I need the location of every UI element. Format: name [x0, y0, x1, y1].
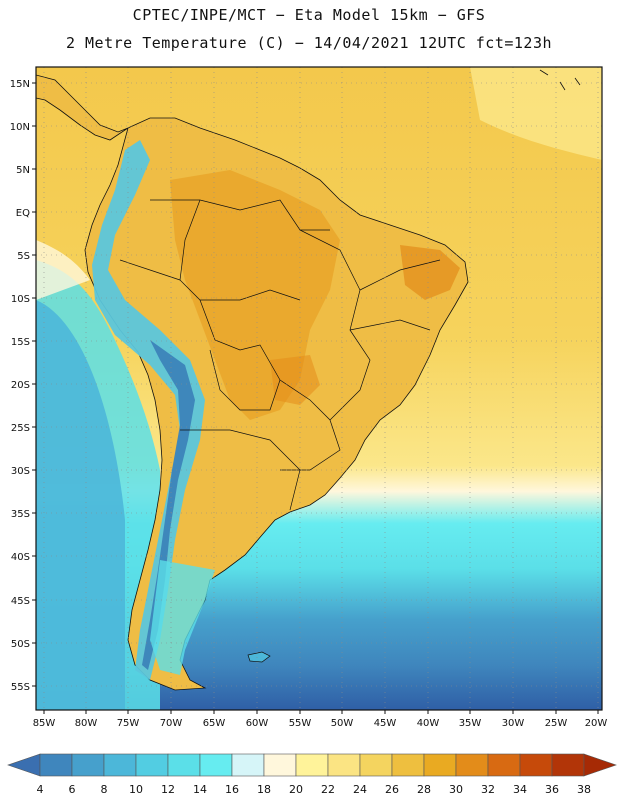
lat-label: 40S — [11, 552, 30, 563]
colorbar-label: 34 — [513, 783, 527, 796]
colorbar-label: 6 — [69, 783, 76, 796]
colorbar-cell — [167, 753, 201, 777]
latitude-axis: 15N 10N 5N EQ 5S 10S 15S 20S 25S 30S 35S… — [10, 79, 30, 693]
lat-label: 20S — [11, 380, 30, 391]
colorbar-cell — [231, 753, 265, 777]
colorbar-cell — [487, 753, 521, 777]
lat-label: 10S — [11, 294, 30, 305]
latitude-ticks — [32, 82, 36, 687]
colorbar-cell — [391, 753, 425, 777]
lon-label: 85W — [33, 718, 56, 729]
colorbar-label: 16 — [225, 783, 239, 796]
lon-label: 20W — [585, 718, 608, 729]
lon-label: 65W — [203, 718, 226, 729]
lon-label: 60W — [246, 718, 269, 729]
lat-label: 45S — [11, 596, 30, 607]
lon-label: 35W — [459, 718, 482, 729]
colorbar-cell — [295, 753, 329, 777]
colorbar-cell — [199, 753, 233, 777]
lon-label: 80W — [75, 718, 98, 729]
colorbar-label: 38 — [577, 783, 591, 796]
colorbar-label: 10 — [129, 783, 143, 796]
lon-label: 70W — [160, 718, 183, 729]
colorbar-low-arrow — [7, 753, 41, 777]
colorbar-label: 18 — [257, 783, 271, 796]
lat-label: 35S — [11, 509, 30, 520]
colorbar-cell — [263, 753, 297, 777]
graticule — [36, 67, 602, 710]
colorbar-cell — [519, 753, 553, 777]
colorbar-label: 22 — [321, 783, 335, 796]
map-title-line1: CPTEC/INPE/MCT − Eta Model 15km − GFS — [132, 6, 486, 24]
pantanal-hot-zone — [270, 355, 320, 405]
map-frame — [35, 66, 603, 711]
lat-label: EQ — [16, 208, 30, 219]
country-borders — [119, 199, 441, 511]
lon-label: 55W — [289, 718, 312, 729]
lon-label: 30W — [502, 718, 525, 729]
colorbar-cell — [135, 753, 169, 777]
lon-label: 40W — [417, 718, 440, 729]
lat-label: 25S — [11, 423, 30, 434]
colorbar-label: 28 — [417, 783, 431, 796]
lon-label: 25W — [545, 718, 568, 729]
map-panel — [36, 67, 602, 710]
lat-label: 10N — [10, 122, 30, 133]
caribbean-islands — [539, 69, 581, 91]
colorbar: 4 6 8 10 12 14 16 18 20 22 24 26 28 30 32 34 36 38 — [7, 753, 617, 796]
colorbar-cell — [39, 753, 73, 777]
north-atlantic-light — [470, 67, 602, 160]
colorbar-label: 26 — [385, 783, 399, 796]
pacific-transition — [36, 240, 90, 300]
lat-label: 30S — [11, 466, 30, 477]
pacific-cold-band — [36, 300, 125, 710]
colorbar-high-arrow — [583, 753, 617, 777]
map-title-line2: 2 Metre Temperature (C) − 14/04/2021 12U… — [65, 34, 553, 52]
colorbar-cell — [71, 753, 105, 777]
northeast-hot-zone — [400, 245, 460, 300]
colorbar-cell — [455, 753, 489, 777]
lat-label: 15N — [10, 79, 30, 90]
colorbar-label: 24 — [353, 783, 367, 796]
colorbar-cell — [359, 753, 393, 777]
colorbar-label: 32 — [481, 783, 495, 796]
falkland-islands — [247, 651, 271, 663]
lat-label: 15S — [11, 337, 30, 348]
colorbar-label: 14 — [193, 783, 207, 796]
lon-label: 50W — [331, 718, 354, 729]
lat-label: 5S — [17, 251, 30, 262]
colorbar-label: 12 — [161, 783, 175, 796]
lat-label: 55S — [11, 682, 30, 693]
colorbar-cell — [327, 753, 361, 777]
longitude-axis: 85W 80W 75W 70W 65W 60W 55W 50W 45W 40W … — [33, 718, 608, 729]
colorbar-label: 8 — [101, 783, 108, 796]
central-america — [36, 74, 129, 141]
lat-label: 5N — [16, 165, 30, 176]
colorbar-cell — [551, 753, 585, 777]
colorbar-label: 20 — [289, 783, 303, 796]
longitude-ticks — [43, 710, 599, 714]
colorbar-cell — [423, 753, 457, 777]
colorbar-label: 30 — [449, 783, 463, 796]
andes-cold-core — [142, 340, 195, 670]
lon-label: 45W — [374, 718, 397, 729]
patagonia-cool — [150, 560, 215, 675]
lat-label: 50S — [11, 639, 30, 650]
colorbar-label: 36 — [545, 783, 559, 796]
colorbar-cell — [103, 753, 137, 777]
lon-label: 75W — [117, 718, 140, 729]
colorbar-label: 4 — [37, 783, 44, 796]
